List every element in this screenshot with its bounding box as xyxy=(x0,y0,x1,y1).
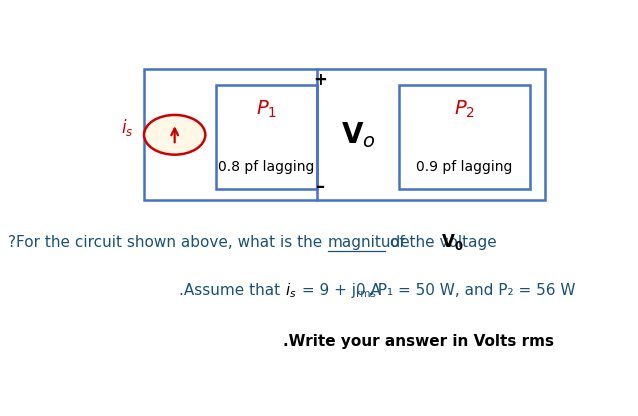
Bar xyxy=(216,85,317,189)
Text: $P_1$: $P_1$ xyxy=(256,99,278,120)
Text: –: – xyxy=(316,178,325,196)
Text: of the voltage: of the voltage xyxy=(385,235,502,250)
Text: = 9 + j0 A: = 9 + j0 A xyxy=(297,282,381,298)
Text: $\mathbf{V}_o$: $\mathbf{V}_o$ xyxy=(341,120,376,150)
Text: .Assume that: .Assume that xyxy=(179,282,285,298)
Text: magnitude: magnitude xyxy=(328,235,411,250)
Bar xyxy=(399,85,530,189)
Text: .Write your answer in Volts rms: .Write your answer in Volts rms xyxy=(283,334,554,349)
Text: , P₁ = 50 W, and P₂ = 56 W: , P₁ = 50 W, and P₂ = 56 W xyxy=(368,282,575,298)
Text: 0.9 pf lagging: 0.9 pf lagging xyxy=(416,160,512,174)
Text: $i_s$: $i_s$ xyxy=(285,281,297,300)
Text: $\mathbf{V_0}$: $\mathbf{V_0}$ xyxy=(441,232,464,252)
Text: $P_2$: $P_2$ xyxy=(454,99,475,120)
Text: rms: rms xyxy=(355,289,376,300)
Bar xyxy=(144,69,545,201)
Text: ?For the circuit shown above, what is the: ?For the circuit shown above, what is th… xyxy=(8,235,327,250)
Text: 0.8 pf lagging: 0.8 pf lagging xyxy=(218,160,315,174)
Text: $i_s$: $i_s$ xyxy=(121,117,133,138)
Text: +: + xyxy=(314,72,327,89)
Circle shape xyxy=(144,115,205,155)
